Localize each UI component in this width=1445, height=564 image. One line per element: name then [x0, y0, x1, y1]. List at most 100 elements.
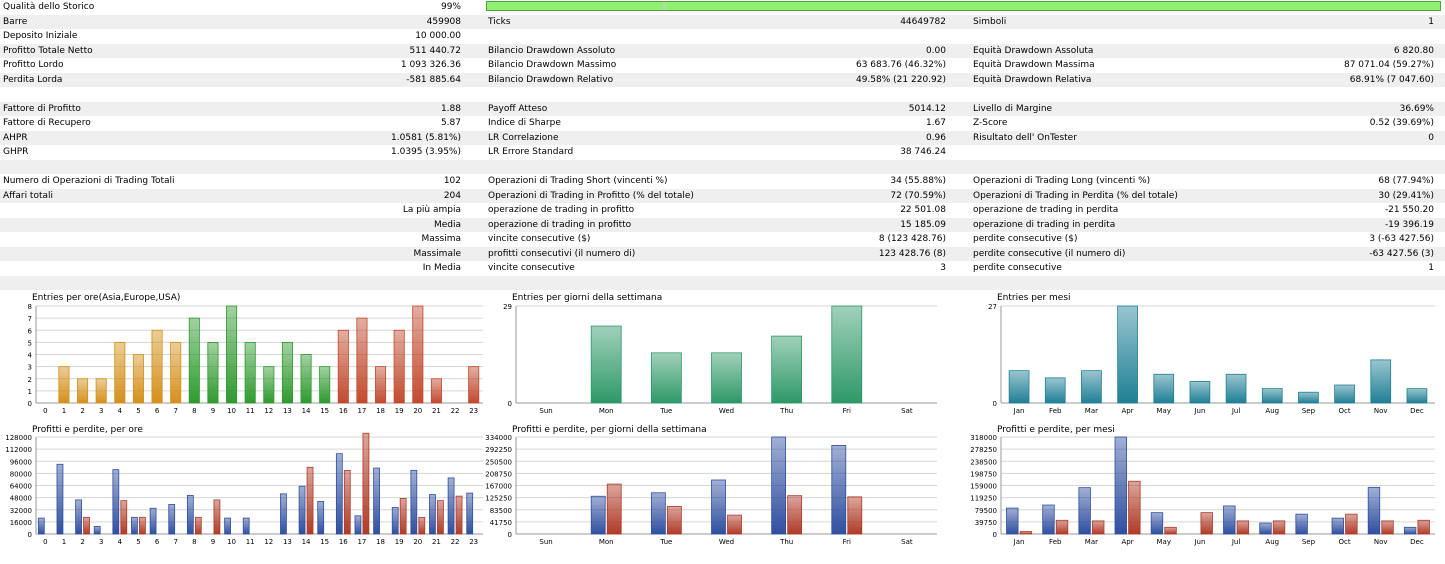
y-tick-label: 3	[28, 364, 32, 372]
profit-bar	[831, 445, 847, 535]
chart-bar	[281, 341, 293, 404]
chart-bar	[1406, 388, 1428, 404]
stat-value: 87 071.04 (59.27%)	[1343, 60, 1434, 70]
x-tick-label: 4	[118, 538, 123, 546]
stat-label: profitti consecutivi (il numero di)	[488, 248, 636, 259]
x-tick-label: Tue	[659, 407, 672, 415]
chart-bar	[1008, 370, 1030, 404]
y-tick-label: 0	[993, 531, 997, 539]
stat-label: GHPR	[3, 147, 29, 157]
chart-title: Profitti e perdite, per giorni della set…	[512, 425, 707, 435]
stats-row: Fattore di Profitto 1.88 Payoff Atteso 5014…	[0, 101, 1445, 116]
chart-6: Profitti e perdite, per mesi 0 39750 79500 1…	[965, 422, 1440, 557]
stat-value: 38 746.24	[900, 147, 946, 157]
stat-label: Profitto Lordo	[3, 60, 64, 70]
stat-label: operazione di trading in profitto	[488, 219, 632, 230]
stats-row: Affari totali 204 Operazioni di Trading in…	[0, 188, 1445, 203]
chart-bar	[590, 325, 622, 404]
stat-label: Profitto Totale Netto	[3, 45, 93, 56]
chart-bar	[319, 366, 331, 404]
profit-bar	[466, 492, 474, 535]
loss-bar	[787, 495, 803, 535]
chart-bar	[650, 352, 682, 404]
x-tick-label: 7	[173, 538, 177, 546]
x-tick-label: Thu	[779, 407, 793, 415]
loss-bar	[194, 516, 202, 535]
chart-5: Profitti e perdite, per giorni della set…	[480, 422, 940, 557]
x-tick-label: 2	[80, 407, 84, 415]
x-tick-label: 23	[469, 538, 478, 546]
loss-bar	[306, 466, 314, 535]
loss-bar	[418, 516, 426, 535]
x-tick-label: 5	[136, 407, 140, 415]
loss-bar	[1092, 520, 1105, 535]
x-tick-label: 2	[80, 538, 84, 546]
loss-bar	[455, 495, 463, 535]
x-tick-label: 13	[283, 538, 292, 546]
stat-value: 72 (70.59%)	[890, 190, 946, 201]
stat-label: Bilancio Drawdown Relativo	[488, 74, 614, 85]
profit-bar	[149, 507, 157, 535]
profit-bar	[242, 517, 250, 535]
y-tick-label: 238500	[970, 458, 997, 466]
stat-value: 1.0395 (3.95%)	[391, 147, 461, 157]
profit-bar	[711, 479, 726, 535]
stats-row: Perdita Lorda -581 885.64 Bilancio Drawdow…	[0, 72, 1445, 87]
x-tick-label: 7	[173, 407, 177, 415]
stats-row	[0, 275, 1445, 290]
stat-value: 1 093 326.36	[400, 60, 461, 70]
profit-bar	[1403, 526, 1417, 535]
x-tick-label: 21	[432, 538, 441, 546]
chart-plot: 0 27 Jan Feb Mar Apr May Jun Jul Aug Sep Oct Nov Dec	[988, 303, 1435, 415]
x-tick-label: 17	[357, 538, 366, 546]
loss-bar	[847, 496, 863, 535]
profit-bar	[391, 507, 399, 535]
chart-bar	[771, 335, 803, 404]
loss-bar	[437, 500, 444, 535]
loss-bar	[666, 506, 682, 535]
chart-bar	[393, 329, 405, 404]
stat-label: Deposito Iniziale	[3, 31, 78, 41]
x-tick-label: Mar	[1085, 407, 1098, 415]
stat-label: Livello di Margine	[973, 103, 1053, 114]
chart-bar	[468, 366, 480, 404]
profit-bar	[1042, 504, 1055, 535]
stat-label: Fattore di Profitto	[3, 103, 81, 114]
stat-value: 99%	[440, 2, 461, 12]
chart-bar	[300, 354, 312, 404]
stat-value: 0.00	[925, 45, 946, 56]
y-tick-label: 0	[508, 531, 512, 539]
profit-bar	[1114, 436, 1127, 535]
stat-value: 44649782	[900, 16, 946, 27]
stat-value: 204	[443, 190, 461, 201]
chart-bar	[1370, 359, 1392, 404]
stat-value: 511 440.72	[409, 45, 461, 56]
y-tick-label: 6	[28, 327, 33, 335]
stat-label: Simboli	[973, 16, 1007, 27]
chart-bar	[188, 317, 200, 404]
chart-bar	[711, 352, 742, 404]
y-tick-label: 292250	[485, 446, 512, 454]
x-tick-label: 15	[320, 538, 329, 546]
stat-value: 49.58% (21 220.92)	[855, 74, 946, 85]
x-tick-label: Tue	[659, 538, 672, 546]
y-tick-label: 167000	[485, 483, 512, 491]
stat-label: vincite consecutive ($)	[488, 234, 591, 244]
x-tick-label: Sat	[901, 538, 913, 546]
profit-bar	[650, 492, 666, 535]
x-tick-label: 6	[155, 407, 160, 415]
x-tick-label: Jun	[1193, 407, 1205, 415]
y-tick-label: 0	[28, 400, 32, 408]
chart-bar	[1334, 384, 1355, 404]
x-tick-label: 0	[43, 538, 47, 546]
chart-bar	[151, 329, 163, 404]
x-tick-label: 13	[283, 407, 292, 415]
x-tick-label: Feb	[1049, 407, 1062, 415]
x-tick-label: Mon	[599, 538, 614, 546]
x-tick-label: 11	[246, 538, 255, 546]
stat-value: 102	[443, 176, 461, 186]
chart-bar	[356, 317, 368, 404]
x-tick-label: 4	[118, 407, 123, 415]
stats-row: La più ampia operazione de trading in pro…	[0, 203, 1445, 218]
stat-label: Numero di Operazioni di Trading Totali	[3, 176, 175, 186]
